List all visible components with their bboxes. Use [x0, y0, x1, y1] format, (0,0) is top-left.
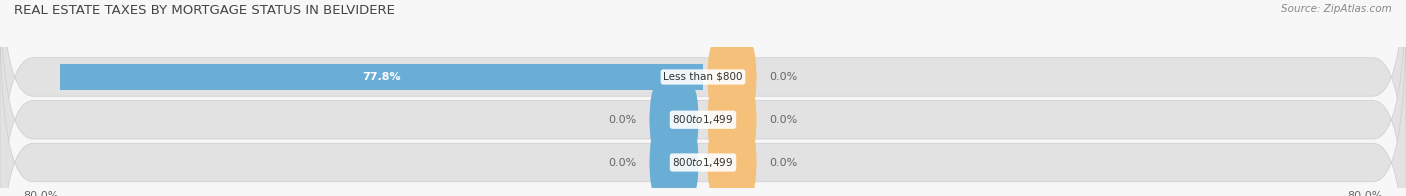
Text: 0.0%: 0.0% [769, 72, 797, 82]
Text: REAL ESTATE TAXES BY MORTGAGE STATUS IN BELVIDERE: REAL ESTATE TAXES BY MORTGAGE STATUS IN … [14, 4, 395, 17]
Text: Source: ZipAtlas.com: Source: ZipAtlas.com [1281, 4, 1392, 14]
FancyBboxPatch shape [707, 128, 756, 196]
Text: Less than $800: Less than $800 [664, 72, 742, 82]
Text: 77.8%: 77.8% [361, 72, 401, 82]
FancyBboxPatch shape [707, 85, 756, 154]
Text: $800 to $1,499: $800 to $1,499 [672, 156, 734, 169]
Text: 0.0%: 0.0% [609, 158, 637, 168]
FancyBboxPatch shape [650, 128, 699, 196]
Text: 0.0%: 0.0% [769, 115, 797, 125]
Text: 0.0%: 0.0% [769, 158, 797, 168]
FancyBboxPatch shape [707, 42, 756, 112]
Bar [59, 64, 703, 90]
FancyBboxPatch shape [0, 11, 1406, 196]
Text: 0.0%: 0.0% [609, 115, 637, 125]
FancyBboxPatch shape [650, 85, 699, 154]
Text: $800 to $1,499: $800 to $1,499 [672, 113, 734, 126]
